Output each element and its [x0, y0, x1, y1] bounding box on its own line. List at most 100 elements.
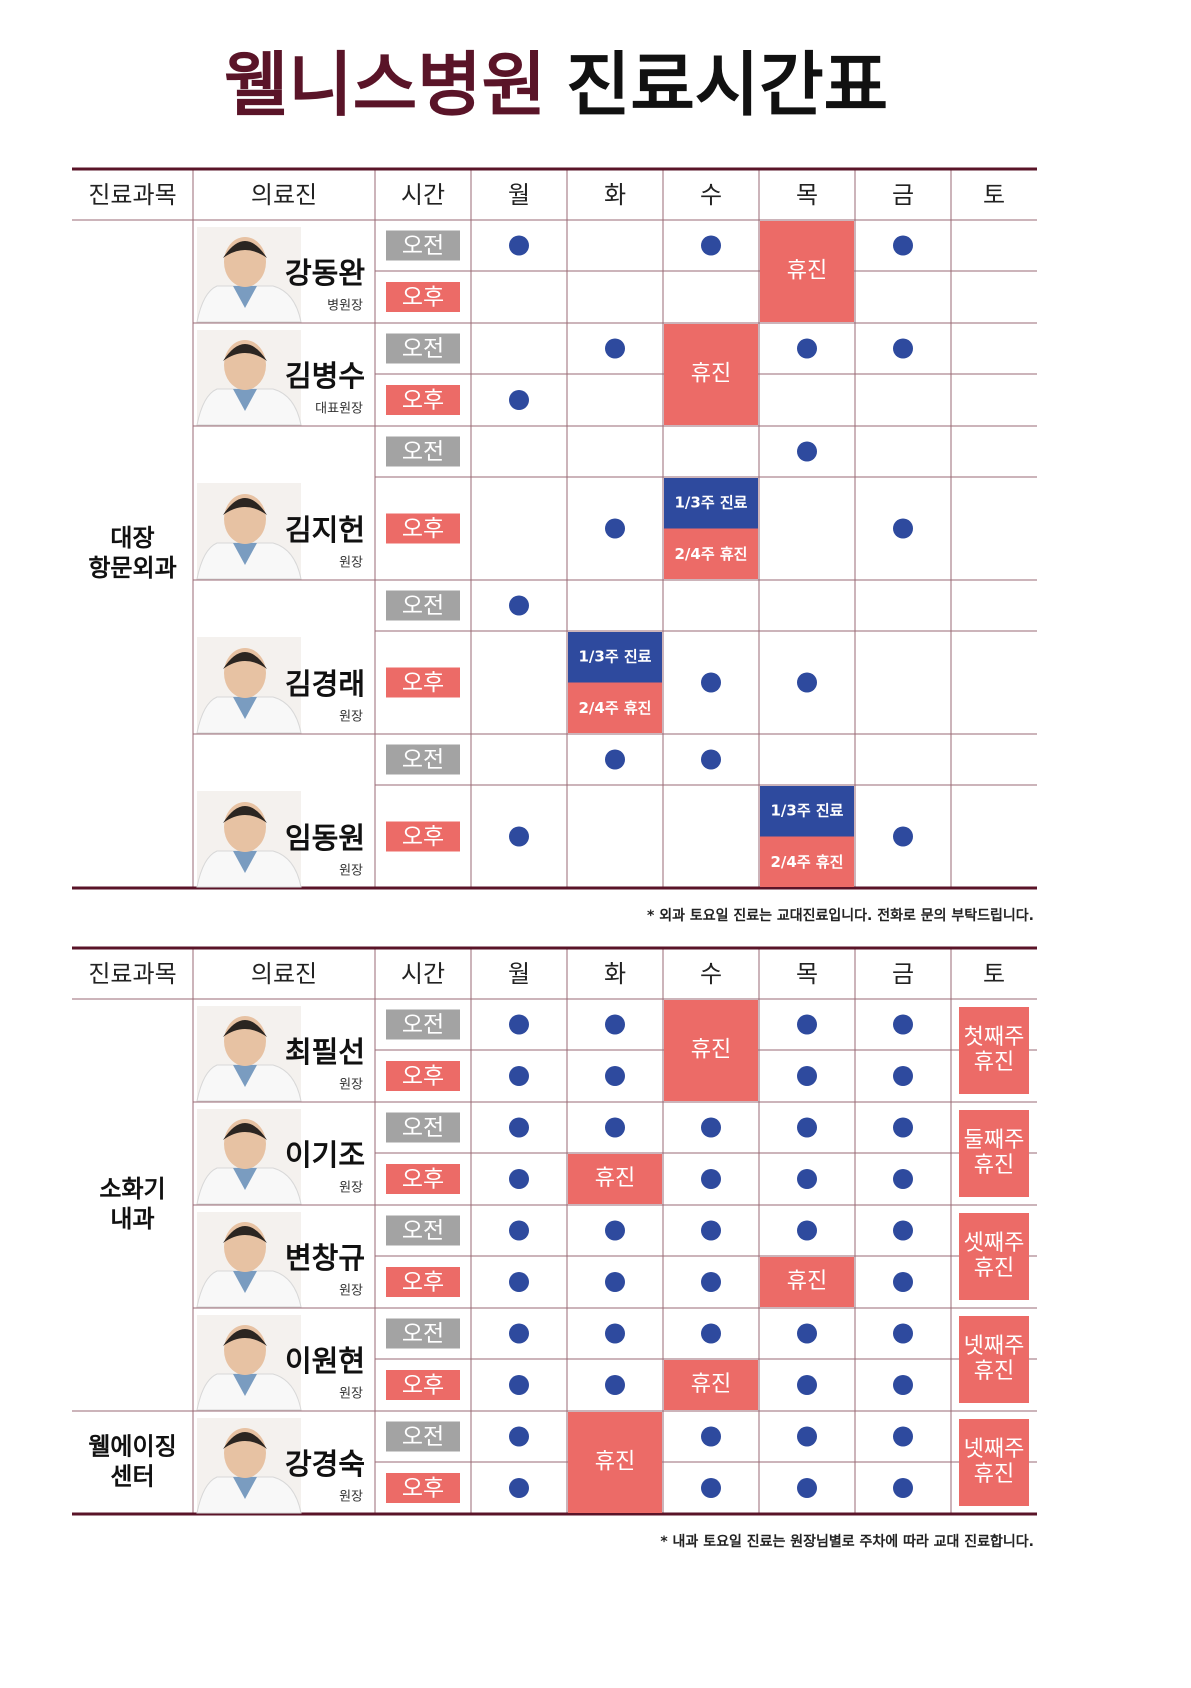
doctor-name: 이기조 [285, 1138, 365, 1172]
open-dot [893, 1169, 913, 1189]
week-label: 2/4주 휴진 [579, 699, 652, 717]
doctor-role: 원장 [339, 864, 363, 879]
open-dot [605, 1117, 625, 1138]
open-dot [701, 1272, 721, 1292]
open-dot [893, 1478, 913, 1498]
open-dot [605, 1375, 625, 1395]
doctor-role: 원장 [339, 1284, 363, 1299]
session-badge [386, 1112, 460, 1143]
doctor-name: 김지헌 [285, 513, 365, 547]
open-dot [797, 1117, 817, 1138]
open-dot [797, 338, 817, 359]
photo-body [196, 696, 302, 734]
photo-collar [233, 851, 257, 873]
open-dot [893, 518, 913, 539]
open-dot [605, 338, 625, 359]
open-dot [605, 1323, 625, 1344]
closed-label: 넷째주 휴진 [964, 1437, 1025, 1487]
column-header: 금 [892, 181, 914, 209]
open-dot [509, 390, 529, 410]
open-dot [509, 1323, 529, 1344]
open-dot [701, 1478, 721, 1498]
photo-body [196, 1064, 302, 1102]
photo-hair [223, 652, 267, 669]
closed-cell [959, 1110, 1029, 1197]
open-dot [701, 672, 721, 693]
closed-label: 둘째주 휴진 [964, 1128, 1025, 1178]
session-badge [386, 1164, 460, 1194]
photo-collar [233, 1168, 257, 1190]
open-dot [797, 672, 817, 693]
open-dot [893, 1375, 913, 1395]
closed-cell [760, 836, 854, 887]
photo-hair [223, 1226, 267, 1243]
photo-collar [233, 1271, 257, 1293]
photo-hair [223, 344, 267, 361]
open-dot [797, 1323, 817, 1344]
session-label: 오후 [402, 285, 444, 311]
open-dot [893, 1323, 913, 1344]
photo-collar [233, 1065, 257, 1087]
session-badge [386, 436, 460, 467]
closed-cell [760, 221, 854, 322]
open-dot [701, 235, 721, 256]
doctor-name: 변창규 [285, 1241, 365, 1275]
doctor-role: 원장 [339, 710, 363, 725]
photo-body [196, 1476, 302, 1514]
department-name: 대장 항문외과 [88, 524, 176, 582]
session-badge [386, 590, 460, 621]
session-badge [386, 333, 460, 364]
open-dot [893, 338, 913, 359]
open-dot [605, 1014, 625, 1035]
open-dot [509, 1220, 529, 1241]
session-badge [386, 1061, 460, 1091]
photo-hair [223, 498, 267, 515]
doctor-name: 최필선 [285, 1035, 365, 1069]
column-header: 진료과목 [88, 960, 176, 988]
session-badge [386, 1473, 460, 1503]
photo-collar [233, 286, 257, 308]
closed-label: 휴진 [595, 1450, 635, 1475]
open-dot [509, 1272, 529, 1292]
open-dot [797, 1478, 817, 1498]
open-dot [893, 1272, 913, 1292]
open-dot [605, 749, 625, 770]
open-dot [701, 1117, 721, 1138]
doctor-role: 원장 [339, 1387, 363, 1402]
open-dot [893, 1014, 913, 1035]
open-dot [797, 1375, 817, 1395]
open-dot [509, 1066, 529, 1086]
doctor-name: 김경래 [285, 667, 365, 701]
photo-body [196, 850, 302, 888]
session-badge [386, 1370, 460, 1400]
session-badge [386, 230, 460, 261]
column-header: 토 [983, 181, 1005, 209]
session-label: 오후 [402, 516, 444, 542]
doctor-name: 임동원 [285, 821, 365, 855]
doctor-name: 강동완 [285, 256, 365, 290]
open-dot [509, 1014, 529, 1035]
open-dot [893, 826, 913, 847]
open-dot [701, 1426, 721, 1447]
closed-cell [760, 1257, 854, 1307]
doctor-role: 병원장 [327, 299, 363, 314]
doctor-role: 대표원장 [315, 402, 363, 417]
session-label: 오후 [402, 1270, 444, 1296]
open-dot [797, 1426, 817, 1447]
open-dot [605, 1066, 625, 1086]
open-dot [893, 1066, 913, 1086]
closed-cell [568, 1412, 662, 1513]
photo-hair [223, 806, 267, 823]
closed-cell [568, 1154, 662, 1204]
session-badge [386, 513, 460, 544]
doctor-photo [196, 1109, 302, 1205]
column-header: 시간 [401, 960, 445, 988]
open-dot [605, 1272, 625, 1292]
column-header: 목 [796, 960, 818, 988]
open-dot [893, 1220, 913, 1241]
session-badge [386, 282, 460, 312]
open-dot [509, 235, 529, 256]
closed-label: 휴진 [691, 362, 731, 387]
photo-collar [233, 543, 257, 565]
column-header: 수 [700, 960, 722, 988]
